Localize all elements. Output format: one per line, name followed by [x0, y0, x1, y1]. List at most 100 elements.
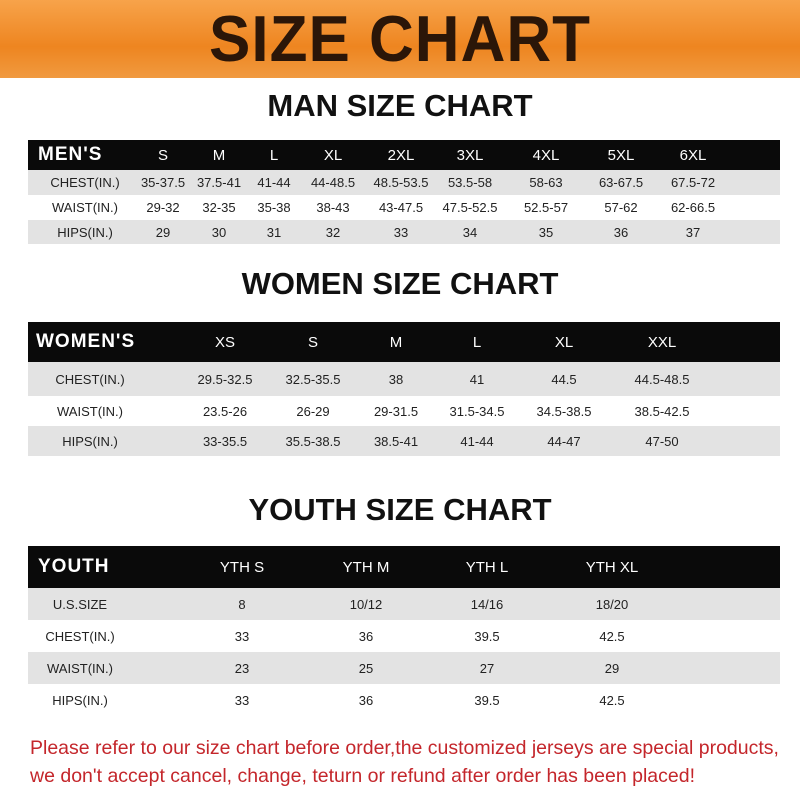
table-header-row: MEN'S S M L XL 2XL 3XL 4XL 5XL 6XL [28, 140, 780, 170]
table-cell: 29.5-32.5 [197, 371, 253, 387]
table-row: CHEST(IN.) 33 36 39.5 42.5 [28, 620, 780, 652]
measurement-label: WAIST(IN.) [52, 200, 118, 215]
size-column-header: XL [323, 146, 343, 164]
size-column-header: 6XL [679, 146, 707, 164]
table-cell: 29-31.5 [373, 403, 419, 419]
size-column-header: XS [214, 333, 236, 351]
measurement-label: CHEST(IN.) [45, 628, 115, 644]
table-row: WAIST(IN.) 29-32 32-35 35-38 38-43 43-47.5 47.… [28, 195, 780, 220]
table-cell: 39.5 [474, 692, 500, 708]
table-cell: 37 [685, 224, 701, 240]
table-category-label: YOUTH [38, 556, 110, 577]
table-cell: 47-50 [645, 433, 679, 449]
table-cell: 36 [613, 224, 629, 240]
women-heading: WOMEN SIZE CHART [241, 266, 559, 301]
table-cell: 38 [388, 371, 404, 387]
table-cell: 35 [538, 224, 554, 240]
table-row: WAIST(IN.) 23 25 27 29 [28, 652, 780, 684]
table-cell: 67.5-72 [670, 175, 716, 190]
size-column-header: S [157, 146, 169, 164]
table-cell: 36 [358, 628, 374, 644]
table-cell: 35-38 [257, 200, 291, 215]
table-row: HIPS(IN.) 33 36 39.5 42.5 [28, 684, 780, 716]
table-cell: 18/20 [595, 596, 629, 612]
table-cell: 35.5-38.5 [285, 433, 341, 449]
table-cell: 32-35 [202, 200, 236, 215]
table-cell: 33 [234, 628, 250, 644]
table-cell: 48.5-53.5 [373, 175, 429, 190]
size-column-header: 2XL [387, 146, 415, 164]
table-cell: 29 [155, 224, 171, 240]
measurement-label: HIPS(IN.) [57, 224, 113, 240]
table-cell: 52.5-57 [523, 200, 569, 215]
measurement-label: CHEST(IN.) [55, 371, 125, 387]
table-header-row: YOUTH YTH S YTH M YTH L YTH XL [28, 546, 780, 588]
table-cell: 32 [325, 224, 341, 240]
size-column-header: 4XL [532, 146, 560, 164]
table-cell: 34.5-38.5 [536, 403, 592, 419]
order-notice: Please refer to our size chart before or… [30, 734, 790, 790]
table-cell: 36 [358, 692, 374, 708]
table-cell: 8 [238, 596, 246, 612]
youth-heading: YOUTH SIZE CHART [248, 492, 552, 527]
measurement-label: WAIST(IN.) [47, 660, 113, 676]
measurement-label: CHEST(IN.) [50, 175, 120, 190]
measurement-label: U.S.SIZE [52, 596, 108, 612]
table-row: HIPS(IN.) 33-35.5 35.5-38.5 38.5-41 41-44 44-… [28, 426, 780, 456]
table-cell: 25 [358, 660, 374, 676]
table-cell: 44.5 [551, 371, 577, 387]
notice-line: we don't accept cancel, change, teturn o… [30, 765, 695, 787]
table-row: WAIST(IN.) 23.5-26 26-29 29-31.5 31.5-34.5 34… [28, 396, 780, 426]
table-cell: 30 [211, 224, 227, 240]
table-cell: 33 [234, 692, 250, 708]
table-cell: 31.5-34.5 [449, 403, 505, 419]
size-column-header: YTH S [219, 558, 265, 576]
table-cell: 42.5 [599, 692, 625, 708]
table-header-row: WOMEN'S XS S M L XL XXL [28, 322, 780, 362]
table-cell: 31 [266, 224, 282, 240]
table-cell: 47.5-52.5 [442, 200, 498, 215]
table-cell: 29 [604, 660, 620, 676]
table-row: CHEST(IN.) 35-37.5 37.5-41 41-44 44-48.5 48.5… [28, 170, 780, 195]
size-column-header: S [307, 333, 319, 351]
table-cell: 53.5-58 [447, 175, 493, 190]
table-cell: 33-35.5 [202, 433, 248, 449]
table-cell: 33 [393, 224, 409, 240]
table-cell: 37.5-41 [196, 175, 242, 190]
table-cell: 44-47 [547, 433, 581, 449]
size-column-header: M [389, 333, 403, 351]
men-size-table: MEN'S S M L XL 2XL 3XL 4XL 5XL 6XL CHEST(IN.) 35-37… [28, 140, 780, 244]
size-column-header: YTH XL [585, 558, 639, 576]
table-cell: 58-63 [529, 175, 563, 190]
table-cell: 38.5-42.5 [634, 403, 690, 419]
measurement-label: WAIST(IN.) [57, 403, 123, 419]
table-cell: 41-44 [257, 175, 291, 190]
title-banner: SIZE CHART [0, 0, 800, 78]
size-column-header: YTH L [465, 558, 509, 576]
measurement-label: HIPS(IN.) [52, 692, 108, 708]
table-cell: 32.5-35.5 [285, 371, 341, 387]
table-cell: 23.5-26 [202, 403, 248, 419]
table-cell: 62-66.5 [670, 200, 716, 215]
youth-size-table: YOUTH YTH S YTH M YTH L YTH XL U.S.SIZE 8 10/12… [28, 546, 780, 716]
size-column-header: M [212, 146, 226, 164]
table-cell: 35-37.5 [140, 175, 186, 190]
table-cell: 44-48.5 [310, 175, 356, 190]
table-cell: 29-32 [146, 200, 180, 215]
notice-line: Please refer to our size chart before or… [30, 737, 779, 759]
table-cell: 41-44 [460, 433, 494, 449]
page-title: SIZE CHART [209, 2, 591, 76]
table-row: U.S.SIZE 8 10/12 14/16 18/20 [28, 588, 780, 620]
measurement-label: HIPS(IN.) [62, 433, 118, 449]
size-column-header: L [269, 146, 279, 164]
size-column-header: 3XL [456, 146, 484, 164]
size-column-header: XL [554, 333, 574, 351]
table-cell: 23 [234, 660, 250, 676]
table-cell: 14/16 [470, 596, 504, 612]
table-cell: 44.5-48.5 [634, 371, 690, 387]
table-cell: 38.5-41 [373, 433, 419, 449]
size-column-header: 5XL [607, 146, 635, 164]
table-cell: 10/12 [349, 596, 383, 612]
table-cell: 38-43 [316, 200, 350, 215]
table-cell: 27 [479, 660, 495, 676]
